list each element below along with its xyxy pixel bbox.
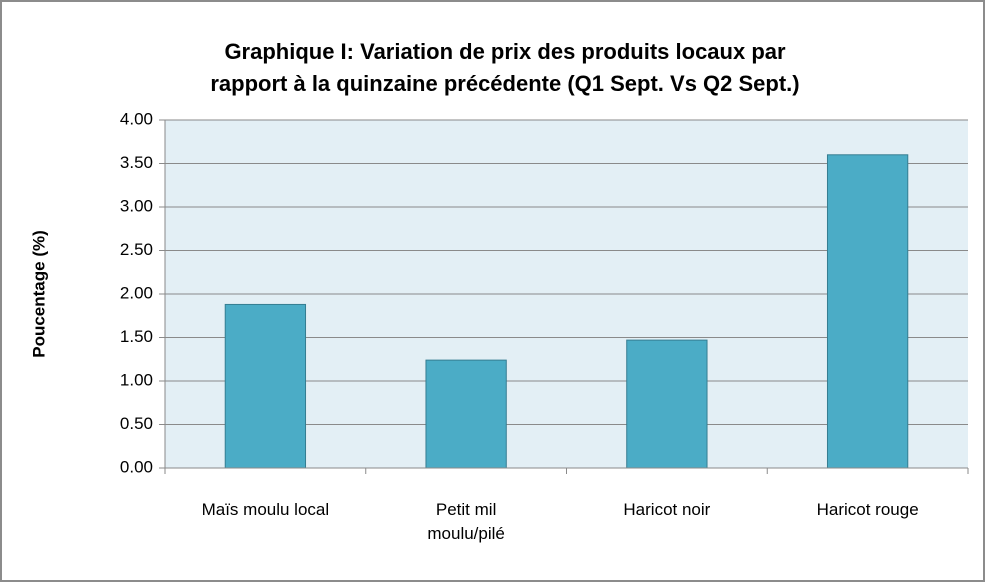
x-tick-label: Haricot rouge [816, 500, 919, 519]
chart-title: Graphique I: Variation de prix des produ… [210, 39, 800, 96]
y-tick-label: 1.00 [120, 370, 153, 389]
y-axis-label: Poucentage (%) [29, 230, 48, 358]
y-tick-label: 4.00 [120, 109, 153, 128]
bar [224, 303, 307, 469]
bar [425, 359, 507, 469]
y-tick-label: 2.50 [120, 240, 153, 259]
x-tick-label: Haricot noir [623, 500, 711, 519]
y-tick-label: 0.50 [120, 414, 153, 433]
y-tick-label: 0.00 [120, 457, 153, 476]
bar [626, 339, 708, 469]
y-tick-label: 3.00 [120, 196, 153, 215]
bar [826, 154, 909, 469]
x-tick-label: Petit mil moulu/pilé [427, 500, 505, 543]
y-tick-label: 1.50 [120, 327, 153, 346]
y-tick-label: 2.00 [120, 283, 153, 302]
x-tick-label: Maïs moulu local [201, 500, 330, 519]
y-tick-label: 3.50 [120, 153, 153, 172]
